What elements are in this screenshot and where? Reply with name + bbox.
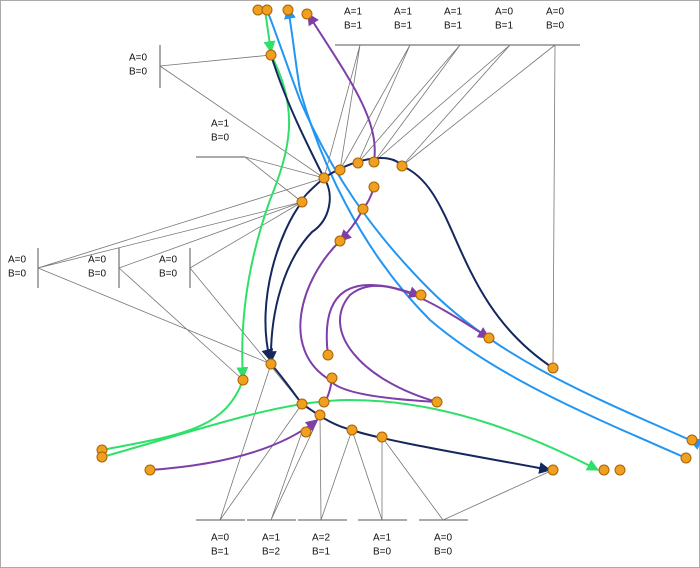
label: B=0 (129, 67, 148, 78)
label: A=2 (312, 533, 331, 544)
label: A=1 (373, 533, 392, 544)
label: A=0 (546, 7, 565, 18)
label: B=1 (344, 21, 363, 32)
label: A=0 (495, 7, 514, 18)
label: A=0 (159, 255, 178, 266)
label: A=1 (444, 7, 463, 18)
label: B=0 (211, 133, 230, 144)
connectors (37, 44, 580, 521)
label: B=0 (434, 547, 453, 558)
label: A=0 (8, 255, 27, 266)
label: A=1 (262, 533, 281, 544)
label: A=1 (211, 119, 230, 130)
label: B=1 (444, 21, 463, 32)
label: B=1 (312, 547, 331, 558)
label: B=0 (546, 21, 565, 32)
label: B=1 (211, 547, 230, 558)
nodes (96, 4, 698, 476)
label: B=1 (394, 21, 413, 32)
label: B=0 (159, 269, 178, 280)
label: B=1 (495, 21, 514, 32)
label: B=0 (8, 269, 27, 280)
label: A=0 (211, 533, 230, 544)
label: A=1 (344, 7, 363, 18)
label: B=2 (262, 547, 281, 558)
label: B=0 (88, 269, 107, 280)
labels: A=1 B=1 A=1 B=1 A=1 B=1 A=0 B=1 A=0 B=0 … (8, 7, 565, 558)
label: A=1 (394, 7, 413, 18)
label: B=0 (373, 547, 392, 558)
label: A=0 (129, 53, 148, 64)
label: A=0 (434, 533, 453, 544)
curves (101, 6, 700, 474)
label: A=0 (88, 255, 107, 266)
